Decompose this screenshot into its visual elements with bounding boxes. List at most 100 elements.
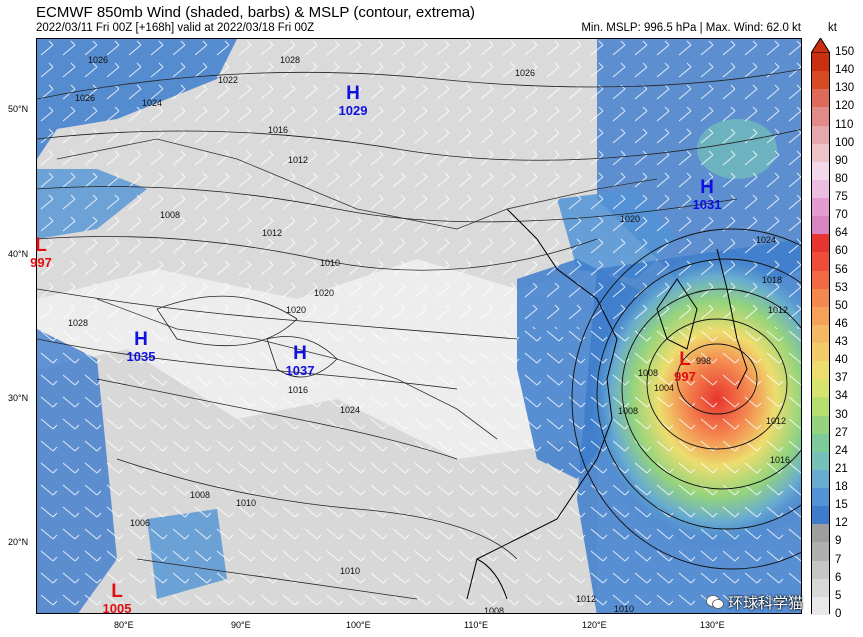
high-pressure-marker: H 1037 [286,344,315,377]
low-pressure-marker: L 1005 [103,582,132,615]
isobar-label: 1010 [614,604,635,614]
colorbar-tick-label: 50 [835,299,848,312]
low-value: 997 [674,369,696,384]
chart-stats: Min. MSLP: 996.5 hPa | Max. Wind: 62.0 k… [581,22,801,34]
colorbar-segment [812,379,829,398]
low-symbol: L [111,581,123,602]
colorbar-tick-label: 21 [835,462,848,475]
isobar-label: 1016 [268,125,289,135]
colorbar-tick-label: 12 [835,517,848,530]
colorbar-segment [812,451,829,470]
isobar-label: 1020 [620,214,641,224]
isobar-label: 1010 [320,258,341,268]
colorbar-tick-label: 140 [835,64,855,77]
colorbar-segment [812,143,829,162]
colorbar-segment [812,216,829,235]
colorbar-tick-label: 75 [835,191,848,204]
colorbar-segment [812,53,829,72]
colorbar-tick-label: 56 [835,263,848,276]
colorbar-tick-label: 100 [835,136,855,149]
isobar-label: 1008 [638,368,659,378]
colorbar-segment [812,252,829,271]
high-symbol: H [134,329,148,350]
low-symbol: L [679,349,691,370]
colorbar-segment [812,179,829,198]
map-area [36,38,802,614]
high-value: 1037 [285,363,315,378]
colorbar-tick-label: 120 [835,100,855,113]
colorbar-segment [812,324,829,343]
colorbar-segment [812,343,829,362]
colorbar-segment [812,524,829,543]
colorbar-segment [812,469,829,488]
lat-label-50: 50°N [8,104,29,114]
isobar-label: 1026 [88,55,109,65]
lon-label-90: 90°E [231,620,251,630]
colorbar-units: kt [828,22,837,34]
colorbar-segment [812,560,829,579]
isobar-label: 998 [696,356,712,366]
isobar-label: 1016 [770,455,791,465]
colorbar [811,52,830,615]
colorbar-segment [812,161,829,180]
isobar-label: 1008 [160,210,181,220]
high-symbol: H [293,343,307,364]
colorbar-tick-label: 150 [835,46,855,58]
colorbar-tick-label: 64 [835,227,848,240]
isobar-label: 1028 [68,318,89,328]
isobar-label: 1024 [340,405,361,415]
low-symbol: L [35,235,47,256]
low-value: 997 [30,255,52,270]
isobar-label: 1020 [314,288,335,298]
chart-subtitle: 2022/03/11 Fri 00Z [+168h] valid at 2022… [36,22,315,34]
colorbar-tick-label: 40 [835,354,848,367]
wechat-icon [706,595,724,609]
colorbar-tick-label: 9 [835,535,842,548]
colorbar-tick-label: 30 [835,408,848,421]
colorbar-segment [812,397,829,416]
colorbar-segment [812,107,829,126]
isobar-label: 1008 [484,606,505,616]
isobar-label: 1012 [768,305,789,315]
isobar-label: 1024 [142,98,163,108]
isobar-label: 1010 [236,498,257,508]
high-value: 1029 [338,103,368,118]
colorbar-segment [812,234,829,253]
colorbar-arrow [811,38,830,53]
isobar-label: 1012 [288,155,309,165]
colorbar-segment [812,596,829,615]
low-pressure-marker: L 997 [30,236,52,269]
lon-label-100: 100°E [346,620,371,630]
isobar-label: 1012 [576,594,597,604]
high-value: 1035 [126,349,156,364]
colorbar-tick-label: 90 [835,154,848,167]
isobar-label: 1012 [262,228,283,238]
isobar-label: 1008 [618,406,639,416]
lat-label-20: 20°N [8,537,29,547]
colorbar-tick-label: 70 [835,209,848,222]
colorbar-tick-label: 24 [835,444,848,457]
isobar-label: 1018 [762,275,783,285]
colorbar-tick-label: 37 [835,372,848,385]
colorbar-tick-label: 43 [835,336,848,349]
colorbar-tick-label: 60 [835,245,848,258]
isobar-label: 1026 [515,68,536,78]
colorbar-segment [812,506,829,525]
colorbar-tick-label: 130 [835,82,855,95]
isobar-label: 1004 [654,383,675,393]
colorbar-segment [812,270,829,289]
high-pressure-marker: H 1031 [693,178,722,211]
lon-label-80: 80°E [114,620,134,630]
colorbar-segment [812,288,829,307]
isobar-label: 1022 [218,75,239,85]
isobar-label: 1016 [288,385,309,395]
colorbar-tick-label: 46 [835,317,848,330]
colorbar-segment [812,542,829,561]
colorbar-tick-label: 27 [835,426,848,439]
high-pressure-marker: H 1035 [127,330,156,363]
colorbar-segment [812,415,829,434]
lon-label-110: 110°E [464,620,488,630]
colorbar-tick-label: 15 [835,499,848,512]
colorbar-tick-label: 110 [835,118,854,131]
high-symbol: H [346,83,360,104]
